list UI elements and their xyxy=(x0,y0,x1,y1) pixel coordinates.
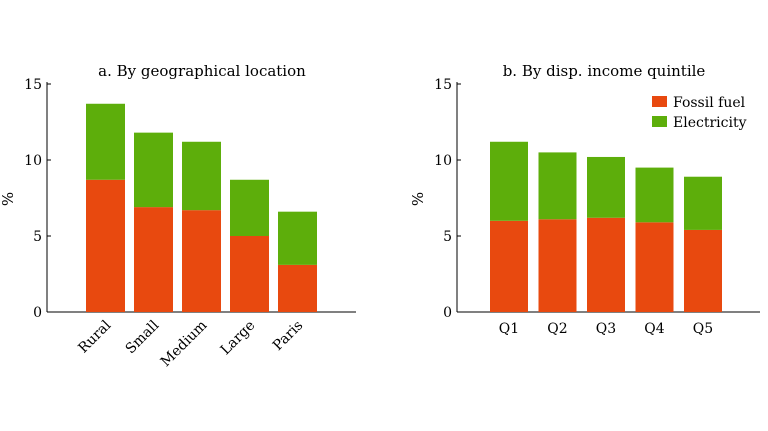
bar-fossil-fuel-q5 xyxy=(684,229,722,312)
y-tick-label: 10 xyxy=(24,153,42,169)
chart-title: b. By disp. income quintile xyxy=(503,62,706,80)
x-tick-label: Q4 xyxy=(644,321,664,337)
x-tick-label: Large xyxy=(218,318,259,359)
bar-fossil-fuel-q2 xyxy=(538,219,577,312)
y-axis-label: % xyxy=(409,192,427,206)
y-tick-label: 5 xyxy=(443,229,452,245)
y-tick-label: 15 xyxy=(24,77,42,93)
y-axis-label: % xyxy=(0,192,17,206)
legend: Fossil fuel Electricity xyxy=(652,95,747,131)
bar-electricity-medium xyxy=(182,141,221,211)
bar-electricity-small xyxy=(134,132,173,208)
legend-swatch-fossil-fuel xyxy=(652,96,667,107)
bar-fossil-fuel-large xyxy=(230,236,269,312)
chart-panel-a: a. By geographical location 0 5 10 15% Rural S… xyxy=(0,62,356,370)
bar-fossil-fuel-q3 xyxy=(587,217,625,312)
y-tick-label: 0 xyxy=(33,305,42,321)
x-tick-label: Q1 xyxy=(499,321,519,337)
legend-label: Fossil fuel xyxy=(673,95,746,111)
legend-swatch-electricity xyxy=(652,116,667,127)
bar-electricity-q2 xyxy=(538,152,577,220)
x-tick-label: Q5 xyxy=(693,321,713,337)
bar-electricity-paris xyxy=(278,211,317,265)
x-tick-label: Medium xyxy=(158,318,211,371)
bar-electricity-large xyxy=(230,179,269,236)
y-tick-label: 15 xyxy=(434,77,452,93)
y-tick-label: 5 xyxy=(33,229,42,245)
chart-panel-b: b. By disp. income quintile 0 5 10 15% Q1 Q2 Q3… xyxy=(409,62,760,337)
bar-electricity-q5 xyxy=(684,176,722,230)
bar-electricity-q3 xyxy=(587,156,625,218)
bar-fossil-fuel-q1 xyxy=(490,220,528,312)
x-tick-label: Q3 xyxy=(596,321,616,337)
bar-fossil-fuel-q4 xyxy=(635,222,674,312)
legend-label: Electricity xyxy=(673,115,747,131)
bar-electricity-rural xyxy=(86,103,125,180)
bar-fossil-fuel-medium xyxy=(182,210,221,312)
x-tick-label: Rural xyxy=(75,317,114,356)
x-tick-label: Small xyxy=(123,317,163,357)
bar-fossil-fuel-small xyxy=(134,207,173,312)
bar-fossil-fuel-paris xyxy=(278,264,317,312)
x-tick-label: Q2 xyxy=(547,321,567,337)
bar-electricity-q1 xyxy=(490,141,528,221)
bar-fossil-fuel-rural xyxy=(86,179,125,312)
y-tick-label: 0 xyxy=(443,305,452,321)
chart-title: a. By geographical location xyxy=(98,62,306,80)
x-tick-label: Paris xyxy=(270,318,306,354)
y-tick-label: 10 xyxy=(434,153,452,169)
bar-electricity-q4 xyxy=(635,167,674,223)
